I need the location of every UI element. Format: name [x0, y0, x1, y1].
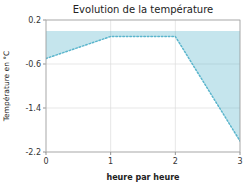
- tick-mark: [43, 108, 46, 109]
- tick-mark: [46, 152, 47, 155]
- title: Evolution de la température: [73, 4, 213, 15]
- tick-mark: [43, 20, 46, 21]
- grid-line: [110, 20, 111, 152]
- plot-background: [46, 20, 240, 152]
- plot-frame: [46, 20, 240, 152]
- tick-label: -1.4: [25, 104, 41, 113]
- tick-mark: [175, 152, 176, 155]
- tick-label: 2: [173, 157, 178, 166]
- grid-line: [46, 108, 240, 109]
- y-axis-label: Température en °C: [2, 51, 11, 123]
- series-group: [46, 31, 240, 141]
- tick-label: 3: [237, 157, 242, 166]
- tick-label: 0: [43, 157, 48, 166]
- line: [46, 37, 240, 142]
- tick-label: -0.6: [25, 60, 41, 69]
- tick-mark: [240, 152, 241, 155]
- tick-mark: [43, 152, 46, 153]
- x-axis-label: heure par heure: [106, 173, 180, 182]
- chart: 0.2 -0.6 -1.4 -2.20 1 2 3 Evolution de la tempé…: [0, 0, 250, 188]
- tick-mark: [110, 152, 111, 155]
- tick-label: 1: [108, 157, 113, 166]
- tick-mark: [43, 64, 46, 65]
- grid-line: [175, 20, 176, 152]
- area: [46, 31, 240, 141]
- tick-label: -2.2: [25, 148, 41, 157]
- tick-label: 0.2: [28, 16, 41, 25]
